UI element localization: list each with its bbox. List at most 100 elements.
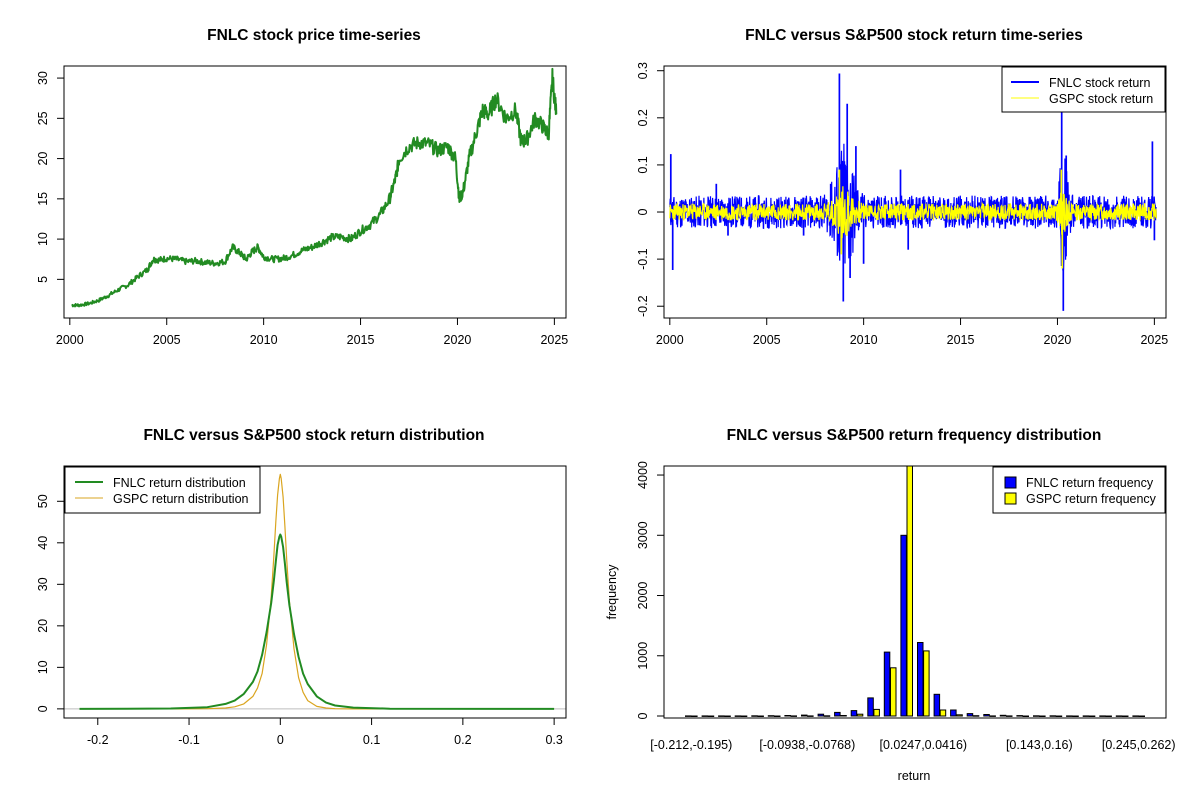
returns-x-tick-label: 2000 [656,333,684,347]
frequency-bar-gspc [956,714,963,717]
returns-y-tick-label: 0.2 [636,109,650,126]
frequency-bar-fnlc [883,651,891,717]
price-y-tick-label: 10 [36,232,50,246]
density-y-tick-label: 20 [36,619,50,633]
frequency-bar-fnlc [867,697,874,717]
frequency-bar-fnlc [1132,715,1139,717]
price-chart-title: FNLC stock price time-series [207,27,421,44]
frequency-bar-fnlc [784,715,791,717]
frequency-x-tick-label: [0.0247,0.0416) [880,738,968,752]
price-x-tick-label: 2025 [540,333,568,347]
frequency-legend-swatch-gspc [1004,492,1017,505]
frequency-bar-fnlc [900,534,907,717]
frequency-bar-gspc [823,715,831,717]
frequency-y-tick-label: 4000 [636,461,650,489]
returns-chart: FNLC versus S&P500 stock return time-ser… [636,27,1168,347]
price-series-line [71,67,558,308]
frequency-bar-gspc [757,715,764,717]
frequency-bar-gspc [1055,715,1063,717]
frequency-bar-gspc [840,715,847,717]
frequency-x-tick-label: [-0.0938,-0.0768) [759,738,855,752]
frequency-bar-fnlc [751,715,758,717]
frequency-bar-gspc [724,715,731,717]
frequency-bar-fnlc [718,715,725,717]
frequency-bar-gspc [707,715,715,717]
frequency-bar-gspc [1006,715,1013,717]
frequency-bar-fnlc [950,709,957,717]
price-x-tick-label: 2010 [250,333,278,347]
frequency-bar-fnlc [933,693,941,717]
frequency-y-tick-label: 3000 [636,521,650,549]
returns-legend-box [1001,66,1166,113]
frequency-bar-gspc [1072,715,1079,717]
returns-legend-label-gspc: GSPC stock return [1049,92,1153,106]
frequency-y-tick-label: 2000 [636,582,650,610]
frequency-bar-gspc [1039,715,1046,717]
density-chart-title: FNLC versus S&P500 stock return distribu… [143,427,484,444]
returns-y-tick-label: -0.1 [636,248,650,270]
density-chart: FNLC versus S&P500 stock return distribu… [36,427,567,747]
frequency-bar-fnlc [983,714,990,717]
density-fnlc-curve [79,533,555,710]
frequency-bar-gspc [989,715,996,717]
density-y-tick-label: 40 [36,536,50,550]
price-x-tick-label: 2005 [153,333,181,347]
density-x-tick-label: -0.2 [87,733,109,747]
returns-x-tick-label: 2025 [1140,333,1168,347]
frequency-bar-gspc [691,715,698,717]
frequency-bar-fnlc [801,714,808,717]
returns-y-tick-label: 0.3 [636,62,650,79]
returns-y-tick-label: 0 [636,208,650,215]
returns-legend: FNLC stock return GSPC stock return [1001,66,1166,113]
density-y-tick-label: 30 [36,577,50,591]
density-y-tick-label: 50 [36,494,50,508]
frequency-plot-area: 0 1000 2000 3000 4000 [-0.212,-0.195) [-0.0938… [636,461,1176,752]
returns-x-tick-label: 2020 [1044,333,1072,347]
frequency-bar-fnlc [1016,715,1023,717]
frequency-legend-box [992,466,1166,514]
frequency-bar-gspc [873,708,880,717]
density-x-tick-label: 0.1 [363,733,380,747]
density-x-tick-label: 0.2 [454,733,471,747]
frequency-bar-fnlc [1115,715,1123,717]
returns-plot-frame [663,65,1167,319]
frequency-bar-fnlc [767,715,775,717]
frequency-x-axis-label: return [898,769,931,783]
frequency-bar-fnlc [1049,715,1057,717]
price-y-tick-label: 25 [36,111,50,125]
frequency-bar-fnlc [701,715,709,717]
returns-plot-area: 2000 2005 2010 2015 2020 2025 -0.2 -0.1 0 0.1 0.2 0… [636,62,1168,347]
price-x-tick-label: 2020 [444,333,472,347]
frequency-y-tick-label: 1000 [636,642,650,670]
density-x-tick-label: 0 [277,733,284,747]
frequency-legend: FNLC return frequency GSPC return freque… [992,466,1166,514]
returns-y-tick-label: -0.2 [636,295,650,317]
frequency-y-axis-label: frequency [605,564,619,620]
frequency-bar-gspc [790,715,797,717]
density-x-tick-label: -0.1 [178,733,200,747]
density-plot-frame [63,465,567,719]
density-gspc-curve [79,473,555,710]
frequency-bar-gspc [1138,715,1145,717]
frequency-bar-gspc [906,466,913,717]
frequency-bar-gspc [972,715,980,717]
frequency-bar-gspc [807,715,814,717]
frequency-bar-fnlc [734,715,742,717]
density-x-tick-label: 0.3 [545,733,562,747]
frequency-bar-fnlc [817,713,825,717]
price-y-tick-label: 5 [36,276,50,283]
returns-y-tick-label: 0.1 [636,156,650,173]
density-legend: FNLC return distribution GSPC return dis… [64,466,261,514]
density-legend-label-fnlc: FNLC return distribution [113,476,246,490]
frequency-chart-title: FNLC versus S&P500 return frequency dist… [727,427,1102,444]
frequency-bar-gspc [856,713,864,717]
density-y-tick-label: 0 [36,705,50,712]
frequency-y-tick-label: 0 [636,712,650,719]
price-y-tick-label: 30 [36,71,50,85]
frequency-bar-fnlc [1082,715,1090,717]
frequency-bar-fnlc [917,642,924,717]
frequency-bar-gspc [890,667,897,717]
frequency-legend-label-gspc: GSPC return frequency [1026,492,1157,506]
